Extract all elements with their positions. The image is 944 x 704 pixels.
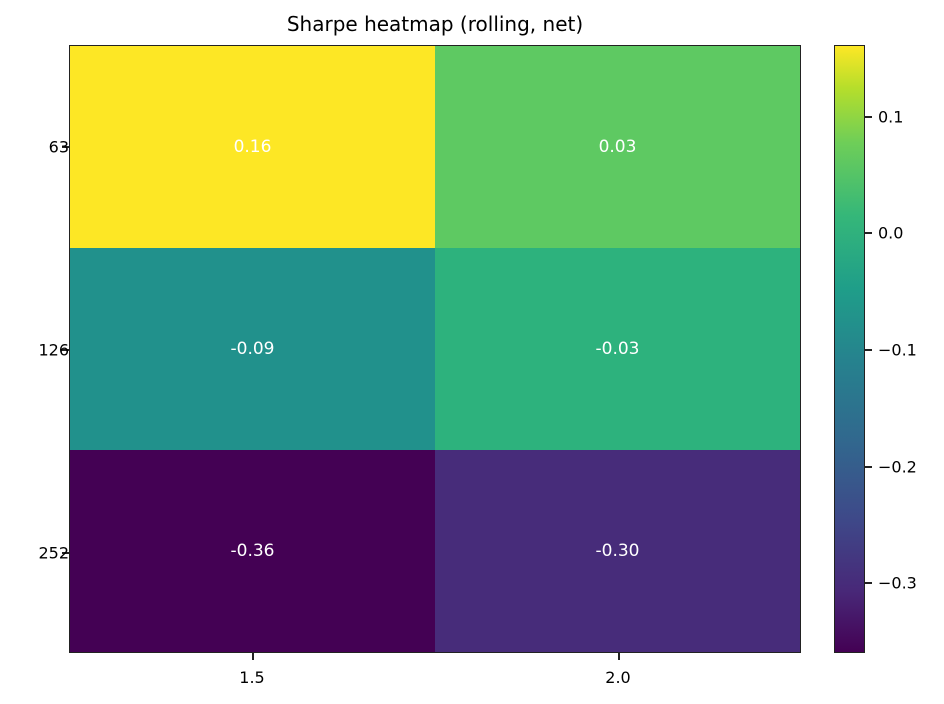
heatmap-cell: 0.03 xyxy=(435,46,800,248)
y-tick-label: 252 xyxy=(38,543,69,563)
y-tick-mark xyxy=(62,349,69,351)
colorbar-tick-mark xyxy=(865,232,872,234)
x-tick-label: 2.0 xyxy=(605,668,631,687)
colorbar xyxy=(834,45,865,653)
x-tick-mark xyxy=(252,653,254,660)
colorbar-tick-mark xyxy=(865,116,872,118)
colorbar-tick-label: −0.1 xyxy=(878,340,917,360)
heatmap-cell: -0.09 xyxy=(70,248,435,450)
y-tick-label: 126 xyxy=(38,340,69,360)
heatmap-cell: -0.36 xyxy=(70,450,435,652)
heatmap-cell: -0.03 xyxy=(435,248,800,450)
y-tick-label: 63 xyxy=(48,137,69,157)
colorbar-tick-label: −0.2 xyxy=(878,457,917,477)
colorbar-tick-label: 0.0 xyxy=(878,223,904,243)
colorbar-tick-mark xyxy=(865,466,872,468)
y-tick-mark xyxy=(62,552,69,554)
heatmap-plot-area: 0.16 0.03 -0.09 -0.03 -0.36 -0.30 xyxy=(69,45,801,653)
heatmap-cell: 0.16 xyxy=(70,46,435,248)
x-tick-label: 1.5 xyxy=(239,668,265,687)
colorbar-tick-label: −0.3 xyxy=(878,573,917,593)
chart-title: Sharpe heatmap (rolling, net) xyxy=(286,12,584,36)
x-tick-mark xyxy=(618,653,620,660)
colorbar-tick-label: 0.1 xyxy=(878,107,904,127)
heatmap-cell: -0.30 xyxy=(435,450,800,652)
colorbar-tick-mark xyxy=(865,582,872,584)
y-tick-mark xyxy=(62,146,69,148)
colorbar-tick-mark xyxy=(865,349,872,351)
